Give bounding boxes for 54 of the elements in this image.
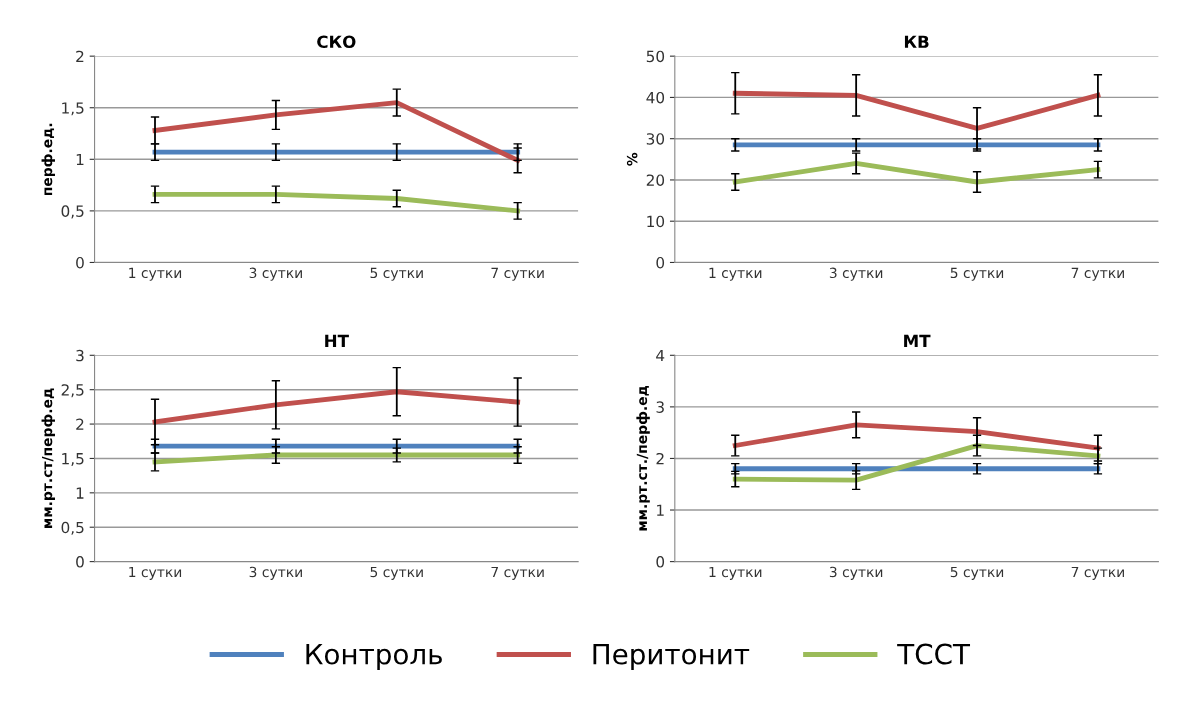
- line-series: [732, 443, 1101, 483]
- legend-label: Контроль: [306, 643, 442, 670]
- legend-label: ТССТ: [897, 643, 971, 665]
- y-tick-label: 2: [76, 418, 84, 430]
- y-tick-label: 4: [656, 349, 665, 362]
- chart-title: КВ: [904, 35, 929, 48]
- x-tick-label: 3 сутки: [829, 566, 883, 580]
- x-tick-label: 7 сутки: [1071, 267, 1124, 281]
- y-tick-label: 0: [76, 256, 84, 269]
- x-tick-label: 1 сутки: [129, 267, 182, 281]
- y-axis-title: перф.ед.: [41, 123, 55, 196]
- y-tick-label: 1: [76, 487, 84, 499]
- y-tick-label: 2,5: [61, 384, 84, 398]
- x-tick-label: 3 сутки: [829, 267, 883, 281]
- y-tick-label: 0: [76, 556, 84, 568]
- x-tick-label: 7 сутки: [491, 267, 544, 281]
- x-tick-label: 1 сутки: [709, 267, 762, 281]
- x-tick-label: 5 сутки: [370, 267, 423, 281]
- y-tick-label: 10: [647, 215, 665, 228]
- x-tick-label: 3 сутки: [249, 267, 302, 281]
- y-tick-label: 2: [76, 50, 84, 62]
- y-axis-title: мм.рт.ст/перф.ед: [41, 388, 55, 528]
- x-tick-label: 7 сутки: [491, 566, 544, 580]
- y-tick-label: 40: [646, 91, 665, 104]
- x-tick-label: 3 сутки: [249, 566, 302, 580]
- y-tick-label: 3: [76, 349, 84, 362]
- line-series: [732, 422, 1101, 451]
- x-tick-label: 1 сутки: [129, 566, 182, 580]
- y-axis-title: мм.рт.ст./перф.ед: [636, 385, 650, 531]
- chart-title: НТ: [325, 334, 349, 347]
- x-tick-label: 7 сутки: [1071, 566, 1124, 580]
- y-tick-label: 0: [656, 556, 665, 568]
- y-tick-label: 1,5: [62, 102, 84, 116]
- y-tick-label: 2: [656, 452, 664, 465]
- y-tick-label: 1: [76, 153, 84, 166]
- y-tick-label: 50: [646, 50, 665, 63]
- y-tick-label: 3: [656, 401, 664, 413]
- x-tick-label: 5 сутки: [950, 267, 1004, 281]
- line-series: [152, 100, 521, 163]
- chart-title: СКО: [317, 35, 356, 49]
- x-tick-label: 5 сутки: [950, 566, 1004, 580]
- legend-label: Перитонит: [593, 643, 750, 670]
- y-tick-label: 0,5: [61, 205, 84, 219]
- y-tick-label: 0,5: [61, 521, 84, 535]
- chart-title: МТ: [904, 334, 931, 347]
- line-series: [152, 389, 521, 425]
- y-tick-label: 1: [657, 504, 664, 516]
- y-tick-label: 20: [646, 174, 665, 186]
- x-tick-label: 5 сутки: [370, 566, 423, 580]
- y-tick-label: 1,5: [62, 453, 84, 467]
- y-axis-title: %: [626, 152, 638, 166]
- x-tick-label: 1 сутки: [709, 566, 762, 580]
- y-tick-label: 0: [656, 256, 665, 269]
- y-tick-label: 30: [646, 133, 665, 145]
